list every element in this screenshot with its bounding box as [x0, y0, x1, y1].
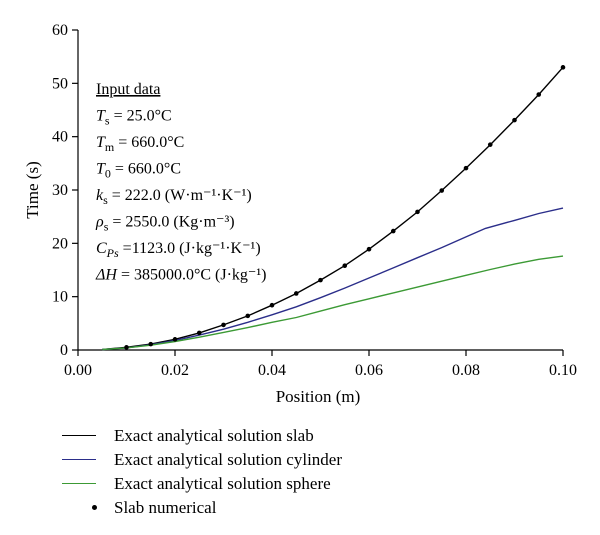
x-tick-label: 0.08 [452, 362, 480, 379]
slab-numerical-point [124, 345, 129, 350]
annotation-line: ΔH = 385000.0°C (J·kg⁻¹) [95, 267, 267, 284]
x-tick-label: 0.00 [64, 362, 92, 379]
series-line-2 [102, 255, 564, 351]
slab-numerical-point [415, 209, 420, 215]
legend-label: Exact analytical solution sphere [114, 474, 331, 493]
slab-numerical-point [512, 117, 517, 123]
slab-numerical-point [196, 330, 202, 336]
chart: 0.00 0.02 0.04 0.06 0.08 0.10 0 10 20 30 40 50 60 In… [23, 22, 577, 406]
legend-swatch [62, 459, 96, 460]
slab-numerical-point [245, 313, 251, 319]
slab-numerical-point [269, 302, 275, 308]
legend-swatch [62, 483, 96, 484]
annotation-line: CPs =1123.0 (J·kg⁻¹·K⁻¹) [96, 240, 261, 260]
slab-numerical-point [366, 246, 372, 252]
series-line-0 [102, 66, 564, 351]
legend-marker [92, 505, 97, 510]
legend-item: Exact analytical solution cylinder [62, 448, 482, 472]
slab-numerical-point [439, 188, 445, 193]
annotation-line: T0 = 660.0°C [96, 161, 181, 181]
slab-numerical-point [390, 228, 396, 234]
legend-label: Exact analytical solution cylinder [114, 450, 343, 469]
annotation-line: ks = 222.0 (W·m⁻¹·K⁻¹) [96, 187, 252, 207]
x-tick-label: 0.02 [161, 362, 189, 379]
legend-item: Exact analytical solution slab [62, 424, 482, 448]
slab-numerical-point [536, 92, 542, 97]
y-tick-label: 10 [52, 289, 68, 306]
annotation-line: Ts = 25.0°C [96, 108, 172, 128]
series-layer [102, 65, 566, 351]
y-axis-title: Time (s) [23, 161, 42, 218]
slab-numerical-point [487, 142, 493, 147]
x-tick-label: 0.06 [355, 362, 383, 379]
annotation-line: Tm = 660.0°C [96, 134, 184, 154]
y-tick-label: 20 [52, 235, 68, 252]
slab-numerical-point [293, 291, 299, 296]
slab-numerical-point [221, 322, 226, 328]
slab-numerical-point [172, 337, 178, 342]
x-tick-label: 0.04 [258, 362, 286, 379]
axes: 0.00 0.02 0.04 0.06 0.08 0.10 0 10 20 30 40 50 60 [52, 22, 577, 379]
slab-numerical-point [148, 341, 154, 347]
input-data-annotation: Input data Ts = 25.0°C Tm = 660.0°C T0 = 66… [95, 81, 267, 284]
legend-swatch [62, 435, 96, 436]
slab-numerical-point [318, 277, 323, 283]
annotation-heading: Input data [96, 81, 160, 98]
y-tick-label: 50 [52, 75, 68, 92]
y-tick-label: 0 [60, 342, 68, 359]
slab-numerical-point [560, 65, 566, 70]
slab-numerical-point [463, 165, 469, 171]
legend-label: Exact analytical solution slab [114, 426, 314, 445]
y-tick-label: 30 [52, 182, 68, 199]
legend-item: Exact analytical solution sphere [62, 472, 482, 496]
annotation-line: ρs = 2550.0 (Kg·m⁻³) [95, 214, 235, 234]
y-tick-label: 60 [52, 22, 68, 39]
legend-item: Slab numerical [62, 496, 482, 520]
y-tick-label: 40 [52, 129, 68, 146]
series-line-1 [102, 207, 564, 351]
legend-label: Slab numerical [114, 498, 217, 517]
x-axis-title: Position (m) [276, 387, 361, 406]
legend: Exact analytical solution slab Exact anal… [62, 424, 482, 520]
slab-numerical-point [342, 263, 348, 269]
x-tick-label: 0.10 [549, 362, 577, 379]
